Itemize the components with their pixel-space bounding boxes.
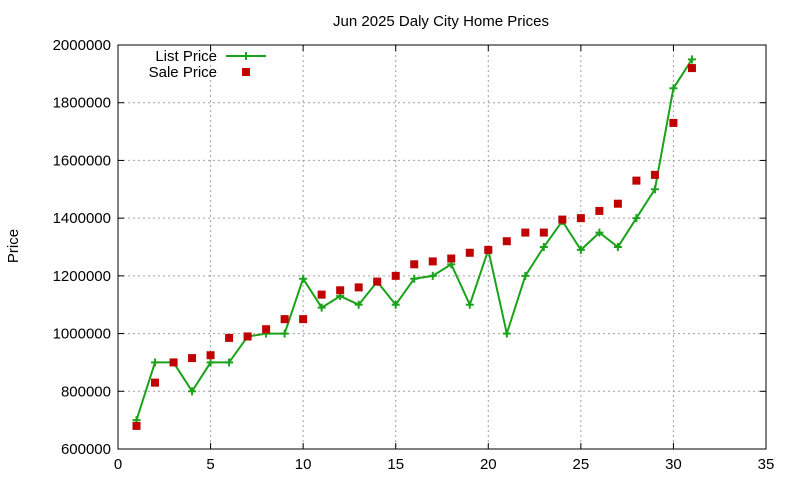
- sale-price-point: [132, 421, 141, 430]
- y-axis-label: Price: [5, 229, 22, 263]
- sale-price-point: [280, 315, 289, 324]
- x-tick-label: 35: [758, 456, 775, 473]
- sale-price-point: [206, 351, 215, 360]
- sale-price-point: [391, 271, 400, 280]
- list-price-point: [632, 214, 641, 223]
- list-price-point: [428, 271, 437, 280]
- legend-label-sale-price: Sale Price: [149, 64, 217, 81]
- y-tick-label: 1000000: [53, 326, 111, 343]
- sale-price-point: [502, 237, 511, 246]
- sale-price-point: [317, 290, 326, 299]
- sale-price-point: [669, 118, 678, 127]
- list-price-point: [613, 243, 622, 251]
- list-price-point: [521, 271, 530, 280]
- sale-price-point: [539, 228, 548, 237]
- list-price-point: [151, 358, 160, 367]
- legend-square-marker: [242, 68, 250, 76]
- legend-plus-marker: [242, 52, 250, 60]
- list-price-line: [135, 58, 693, 421]
- list-price-point: [502, 329, 511, 338]
- sale-price-point: [595, 206, 604, 215]
- sale-price-point: [354, 283, 363, 292]
- list-price-point: [280, 329, 289, 338]
- y-tick-label: 1200000: [53, 268, 111, 285]
- sale-price-point: [558, 215, 567, 224]
- sale-price-point: [465, 248, 474, 257]
- list-price-point: [391, 300, 400, 309]
- plot-frame: [117, 44, 767, 450]
- list-price-point: [299, 274, 308, 283]
- sale-price-point: [225, 333, 234, 342]
- sale-price-point: [410, 260, 419, 269]
- axis-ticks: 0 5 10 15 20 25 30 35 600000 800000 1000000 1200000…: [53, 37, 775, 473]
- sale-price-point: [188, 354, 197, 363]
- chart-title: Jun 2025 Daly City Home Prices: [333, 13, 549, 30]
- list-price-point: [410, 274, 419, 283]
- series-layer: [132, 55, 696, 430]
- sale-price-point: [428, 257, 437, 266]
- list-price-point: [687, 55, 696, 64]
- y-tick-label: 2000000: [53, 37, 111, 54]
- list-price-point: [317, 303, 326, 312]
- list-price-point: [206, 358, 215, 367]
- y-tick-label: 800000: [61, 383, 111, 400]
- sale-price-point: [687, 64, 696, 73]
- sale-price-point: [484, 245, 493, 254]
- list-price-point: [354, 300, 363, 309]
- x-tick-label: 30: [665, 456, 682, 473]
- sale-price-point: [336, 286, 345, 295]
- sale-price-point: [576, 214, 585, 223]
- list-price-point: [225, 358, 234, 367]
- legend-symbol-sale-price: [242, 68, 250, 76]
- sale-price-point: [521, 228, 530, 237]
- x-tick-label: 10: [295, 456, 312, 473]
- y-tick-label: 1600000: [53, 152, 111, 169]
- list-price-point: [576, 245, 585, 254]
- x-tick-label: 20: [480, 456, 497, 473]
- list-price-point: [595, 228, 604, 237]
- y-tick-label: 600000: [61, 441, 111, 458]
- legend-symbol-list-price: [226, 52, 266, 60]
- sale-price-point: [243, 332, 252, 341]
- list-price-point: [650, 185, 659, 194]
- x-tick-label: 5: [206, 456, 214, 473]
- list-price-point: [465, 300, 474, 309]
- sale-price-point: [447, 254, 456, 263]
- sale-price-point: [650, 170, 659, 179]
- sale-price-point: [151, 378, 160, 387]
- legend: List Price Sale Price: [149, 48, 266, 81]
- grid: [118, 45, 766, 449]
- list-price-point: [539, 243, 548, 251]
- x-tick-label: 15: [387, 456, 404, 473]
- x-tick-label: 25: [573, 456, 590, 473]
- sale-price-point: [169, 358, 178, 367]
- list-price-point: [669, 84, 678, 93]
- x-tick-label: 0: [114, 456, 122, 473]
- list-price-point: [188, 387, 197, 396]
- sale-price-point: [632, 176, 641, 185]
- sale-price-point: [262, 325, 271, 334]
- sale-price-point: [613, 199, 622, 208]
- sale-price-point: [373, 277, 382, 286]
- y-tick-label: 1800000: [53, 95, 111, 112]
- y-tick-label: 1400000: [53, 210, 111, 227]
- legend-label-list-price: List Price: [155, 48, 217, 65]
- sale-price-point: [299, 315, 308, 324]
